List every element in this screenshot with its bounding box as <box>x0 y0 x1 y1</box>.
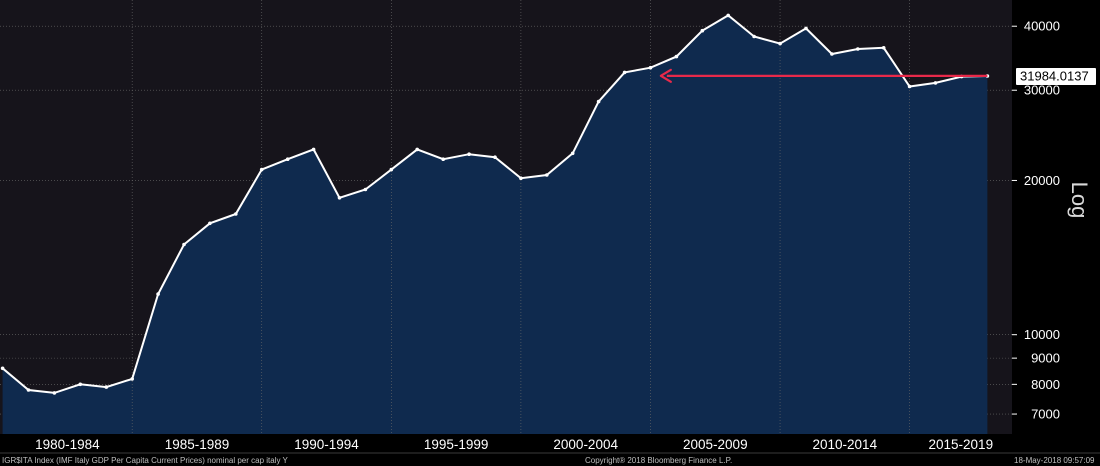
x-axis: 1980-1984 1985-1989 1990-1994 1995-1999 2000… <box>35 437 993 452</box>
data-point <box>830 52 834 56</box>
data-point <box>259 167 264 172</box>
footer-source-text: IGR$ITA Index (IMF Italy GDP Per Capita … <box>2 456 289 465</box>
data-point <box>104 385 109 389</box>
data-point <box>856 47 860 51</box>
data-point <box>234 212 238 216</box>
last-value-text: 31984.0137 <box>1020 68 1089 83</box>
data-point <box>0 366 5 371</box>
y-tick-label: 10000 <box>1024 327 1060 342</box>
data-point <box>26 388 31 392</box>
data-point <box>311 147 316 152</box>
data-point <box>156 292 160 296</box>
x-tick-label: 1985-1989 <box>165 437 230 452</box>
data-point <box>804 26 808 31</box>
x-tick-label: 2015-2019 <box>929 437 994 452</box>
data-point <box>363 187 368 192</box>
series-points <box>0 13 990 395</box>
x-tick-label: 1990-1994 <box>294 437 359 452</box>
data-point <box>907 84 912 89</box>
data-point <box>933 81 938 85</box>
x-tick-label: 2005-2009 <box>683 437 748 452</box>
y-tick-label: 30000 <box>1024 83 1060 98</box>
data-point <box>389 167 394 172</box>
data-point <box>337 196 342 200</box>
data-point <box>415 147 420 152</box>
log-scale-label: Log <box>1067 182 1092 219</box>
data-point <box>570 151 575 156</box>
arrow-head <box>659 68 672 83</box>
data-point <box>700 28 705 33</box>
footer-timestamp-text: 18-May-2018 09:57:09 <box>1014 456 1095 465</box>
y-tick-label: 40000 <box>1024 19 1060 34</box>
x-tick-label: 2010-2014 <box>813 437 878 452</box>
data-point <box>674 54 679 59</box>
series-area-fill <box>2 15 988 435</box>
last-value-label: 31984.0137 <box>1016 67 1096 85</box>
data-point <box>467 152 471 156</box>
y-axis: 7000 8000 9000 10000 20000 30000 40000 <box>1012 19 1060 422</box>
data-point <box>182 242 186 247</box>
y-tick-label: 20000 <box>1024 173 1060 188</box>
data-point <box>596 99 601 104</box>
y-tick-label: 7000 <box>1031 407 1060 422</box>
footer-copyright-text: Copyright® 2018 Bloomberg Finance L.P. <box>585 456 732 465</box>
data-point <box>545 173 549 177</box>
x-tick-label: 1995-1999 <box>424 437 489 452</box>
vertical-grid-overlay <box>131 0 910 434</box>
data-point <box>519 176 523 180</box>
data-point <box>130 377 134 381</box>
data-point <box>726 13 730 18</box>
last-value-box <box>1016 67 1096 85</box>
y-tick-label: 8000 <box>1031 377 1060 392</box>
data-point <box>622 70 627 75</box>
y-tick-label: 9000 <box>1031 351 1060 366</box>
x-tick-label: 2000-2004 <box>553 437 618 452</box>
data-point <box>752 34 756 39</box>
data-point <box>778 41 782 46</box>
data-point <box>285 157 290 161</box>
red-arrow-annotation <box>659 68 988 83</box>
data-point <box>881 46 886 50</box>
data-point <box>648 65 653 70</box>
data-point <box>493 155 497 159</box>
x-tick-label: 1980-1984 <box>35 437 100 452</box>
data-point <box>78 382 83 387</box>
data-point <box>208 221 212 226</box>
data-point <box>441 157 446 161</box>
data-point <box>52 391 57 395</box>
